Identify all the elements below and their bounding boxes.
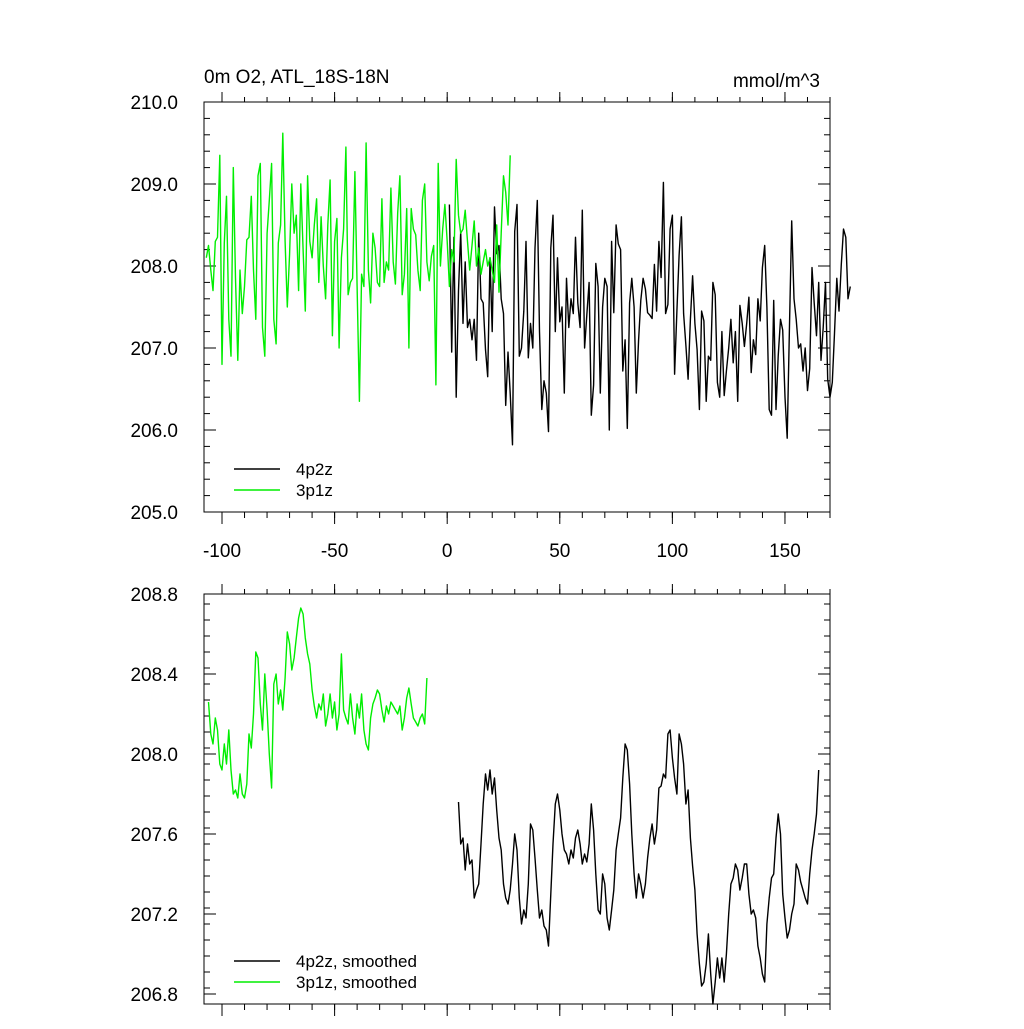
x-tick-label: 150	[769, 541, 801, 562]
bottom-plot-frame	[203, 593, 831, 1005]
y-tick-label: 209.0	[130, 175, 178, 196]
top-series-group	[205, 132, 851, 446]
y-tick-label: 207.6	[130, 825, 178, 846]
legend-label-4p2z-smoothed: 4p2z, smoothed	[296, 952, 417, 971]
chart-title: 0m O2, ATL_18S-18N	[204, 67, 390, 88]
y-tick-label: 208.0	[130, 745, 178, 766]
series-line-3p1z-smoothed	[207, 607, 428, 799]
bottom-ticks: 206.8 207.2 207.6 208.0 208.4 208.8	[130, 584, 831, 1016]
x-tick-label: -100	[203, 541, 241, 562]
series-line-4p2z-smoothed	[457, 729, 820, 1005]
x-tick-label: -50	[321, 541, 348, 562]
top-panel: 0m O2, ATL_18S-18N mmol/m^3 205.0206.020…	[130, 67, 851, 562]
y-tick-label: 208.4	[130, 665, 178, 686]
top-ticks: 205.0 206.0 207.0 208.0 209.0 210.0 -100 -50 0 50…	[130, 92, 831, 562]
y-tick-label: 206.8	[130, 985, 178, 1006]
x-tick-label: 50	[549, 541, 570, 562]
y-tick-label: 210.0	[130, 93, 178, 114]
series-line-4p2z	[448, 181, 851, 446]
series-line-3p1z	[205, 132, 511, 402]
top-legend: 4p2z 3p1z	[234, 460, 333, 500]
bottom-panel: 206.8 207.2 207.6 208.0 208.4 208.8 4p2z, smo…	[130, 584, 831, 1016]
legend-label-3p1z-smoothed: 3p1z, smoothed	[296, 973, 417, 992]
bottom-series-group	[207, 607, 820, 1005]
bottom-legend: 4p2z, smoothed 3p1z, smoothed	[234, 952, 417, 992]
y-tick-label: 208.0	[130, 257, 178, 278]
y-tick-label: 208.8	[130, 585, 178, 606]
y-tick-label: 206.0	[130, 421, 178, 442]
x-tick-label: 0	[442, 541, 453, 562]
y-tick-label: 207.2	[130, 905, 178, 926]
units-label: mmol/m^3	[733, 71, 820, 92]
top-plot-frame	[203, 101, 831, 513]
y-tick-label: 207.0	[130, 339, 178, 360]
legend-label-4p2z: 4p2z	[296, 460, 333, 479]
x-tick-label: 100	[657, 541, 689, 562]
legend-label-3p1z: 3p1z	[296, 481, 333, 500]
y-tick-label: 205.0	[130, 503, 178, 524]
